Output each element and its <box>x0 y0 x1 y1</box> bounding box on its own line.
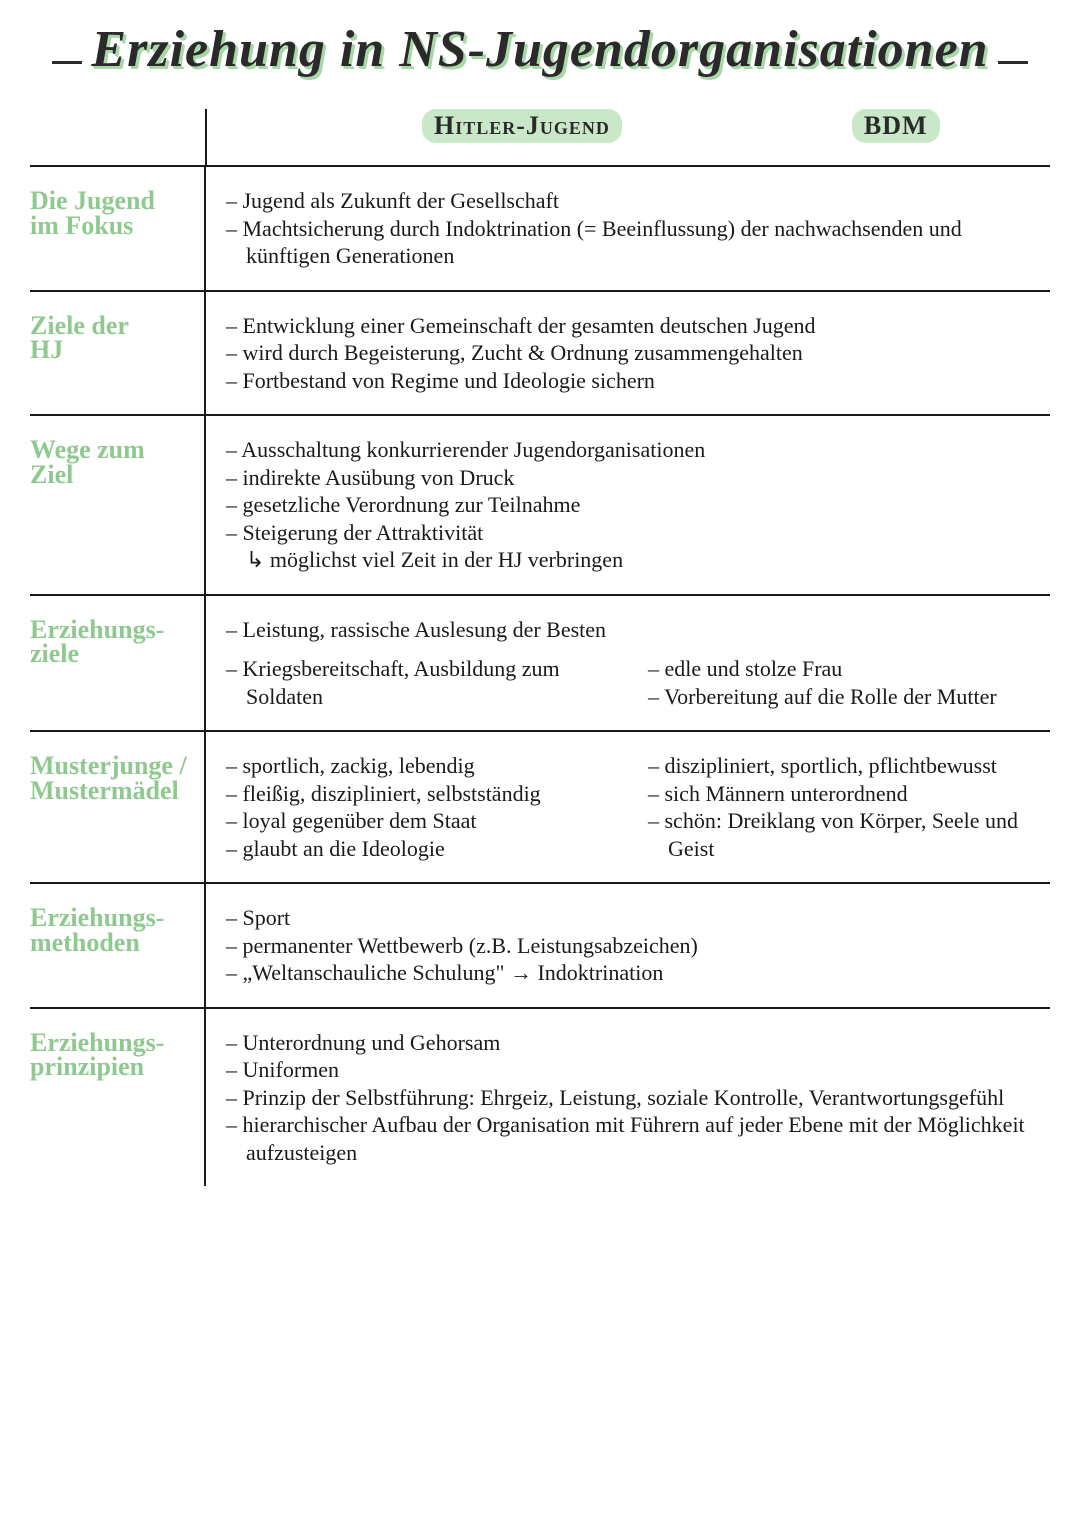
bullet-text: – Uniformen <box>226 1056 1040 1084</box>
column-header-hj: Hitler-Jugend <box>422 109 622 143</box>
row-label: Erziehungs-methoden <box>30 883 205 1008</box>
table-row: Erziehungs-methoden – Sport – permanente… <box>30 883 1050 1008</box>
bullet-text: – glaubt an die Ideologie <box>226 835 618 863</box>
bullet-text: – loyal gegenüber dem Staat <box>226 807 618 835</box>
bullet-text: – wird durch Begeisterung, Zucht & Ordnu… <box>226 339 1040 367</box>
bullet-text: – Prinzip der Selbstführung: Ehrgeiz, Le… <box>226 1084 1040 1112</box>
bullet-text: – Steigerung der Attraktivität <box>226 519 1040 547</box>
row-label: Wege zumZiel <box>30 415 205 595</box>
bullet-text: – fleißig, diszipliniert, selbstständig <box>226 780 618 808</box>
row-content: – Entwicklung einer Gemeinschaft der ges… <box>205 291 1050 416</box>
table-row: Wege zumZiel – Ausschaltung konkurrieren… <box>30 415 1050 595</box>
left-column: – sportlich, zackig, lebendig – fleißig,… <box>226 752 618 862</box>
page-title-wrap: Erziehung in NS-Jugendorganisationen <box>30 20 1050 79</box>
column-header-bdm: BDM <box>852 109 940 143</box>
bullet-text: – schön: Dreiklang von Körper, Seele und… <box>648 807 1040 862</box>
left-column: – Kriegsbereitschaft, Ausbildung zum Sol… <box>226 655 618 710</box>
row-label: Musterjunge /Mustermädel <box>30 731 205 883</box>
bullet-text: – diszipliniert, sportlich, pflichtbewus… <box>648 752 1040 780</box>
bullet-text: – Ausschaltung konkurrierender Jugendorg… <box>226 436 1040 464</box>
bullet-text: – Fortbestand von Regime und Ideologie s… <box>226 367 1040 395</box>
notes-table: Die Jugendim Fokus – Jugend als Zukunft … <box>30 165 1050 1186</box>
bullet-text: – Jugend als Zukunft der Gesellschaft <box>226 187 1040 215</box>
row-content: – Sport – permanenter Wettbewerb (z.B. L… <box>205 883 1050 1008</box>
sub-bullet-text: ↳ möglichst viel Zeit in der HJ verbring… <box>226 546 1040 574</box>
bullet-text: – Machtsicherung durch Indoktrination (=… <box>226 215 1040 270</box>
bullet-text: – edle und stolze Frau <box>648 655 1040 683</box>
bullet-text: – Entwicklung einer Gemeinschaft der ges… <box>226 312 1040 340</box>
bullet-text: – permanenter Wettbewerb (z.B. Leistungs… <box>226 932 1040 960</box>
bullet-text: – sportlich, zackig, lebendig <box>226 752 618 780</box>
bullet-text: – indirekte Ausübung von Druck <box>226 464 1040 492</box>
row-label: Erziehungs-prinzipien <box>30 1008 205 1187</box>
bullet-text: – gesetzliche Verordnung zur Teilnahme <box>226 491 1040 519</box>
title-dash-left <box>52 61 82 64</box>
bullet-text: – „Weltanschauliche Schulung" → Indoktri… <box>226 959 1040 987</box>
table-row: Ziele derHJ – Entwicklung einer Gemeinsc… <box>30 291 1050 416</box>
row-content: – Unterordnung und Gehorsam – Uniformen … <box>205 1008 1050 1187</box>
column-headers-row: Hitler-Jugend BDM <box>205 109 1050 165</box>
row-label: Erziehungs-ziele <box>30 595 205 732</box>
bullet-text: – Vorbereitung auf die Rolle der Mutter <box>648 683 1040 711</box>
row-content: – sportlich, zackig, lebendig – fleißig,… <box>205 731 1050 883</box>
table-row: Erziehungs-ziele – Leistung, rassische A… <box>30 595 1050 732</box>
bullet-text: – sich Männern unterordnend <box>648 780 1040 808</box>
row-content: – Ausschaltung konkurrierender Jugendorg… <box>205 415 1050 595</box>
page-title: Erziehung in NS-Jugendorganisationen <box>91 20 988 79</box>
bullet-text: – hierarchischer Aufbau der Organisation… <box>226 1111 1040 1166</box>
row-content: – Leistung, rassische Auslesung der Best… <box>205 595 1050 732</box>
row-content: – Jugend als Zukunft der Gesellschaft – … <box>205 166 1050 291</box>
bullet-text: – Kriegsbereitschaft, Ausbildung zum Sol… <box>226 655 618 710</box>
row-label: Die Jugendim Fokus <box>30 166 205 291</box>
title-dash-right <box>998 61 1028 64</box>
bullet-text: – Leistung, rassische Auslesung der Best… <box>226 616 1040 644</box>
right-column: – edle und stolze Frau – Vorbereitung au… <box>648 655 1040 710</box>
bullet-text: – Unterordnung und Gehorsam <box>226 1029 1040 1057</box>
row-label: Ziele derHJ <box>30 291 205 416</box>
table-row: Erziehungs-prinzipien – Unterordnung und… <box>30 1008 1050 1187</box>
table-row: Musterjunge /Mustermädel – sportlich, za… <box>30 731 1050 883</box>
bullet-text: – Sport <box>226 904 1040 932</box>
right-column: – diszipliniert, sportlich, pflichtbewus… <box>648 752 1040 862</box>
table-row: Die Jugendim Fokus – Jugend als Zukunft … <box>30 166 1050 291</box>
